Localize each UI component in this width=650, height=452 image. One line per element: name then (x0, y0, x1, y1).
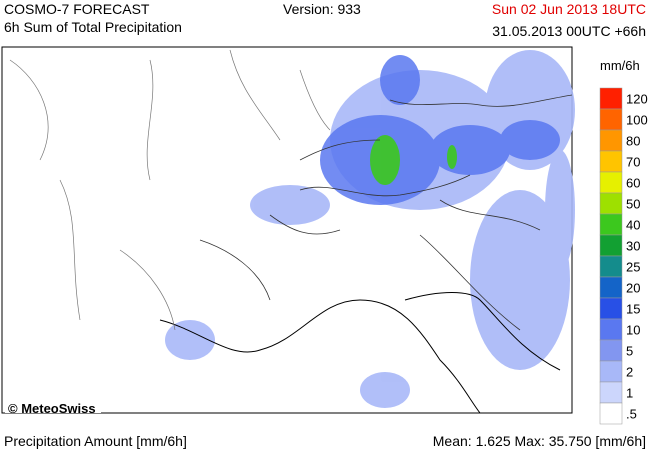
legend-swatch (599, 339, 623, 362)
run-time: 31.05.2013 00UTC +66h (492, 23, 646, 39)
legend-swatch (599, 192, 623, 215)
legend-swatch (599, 234, 623, 257)
coastline (159, 292, 561, 414)
copyright: © MeteoSwiss (8, 401, 96, 416)
legend-label: 70 (626, 155, 640, 170)
legend-label: 30 (626, 239, 640, 254)
country-border (199, 94, 573, 331)
map: © MeteoSwiss (1, 46, 575, 416)
legend-label: 5 (626, 344, 633, 359)
precip-heavy (370, 135, 457, 185)
legend-swatch (599, 129, 623, 152)
legend-label: 15 (626, 302, 640, 317)
legend-swatch (599, 213, 623, 236)
legend-swatch (599, 276, 623, 299)
title: COSMO-7 FORECAST (4, 1, 150, 17)
legend-swatch (599, 318, 623, 341)
legend-swatch (599, 381, 623, 404)
legend-label: 25 (626, 260, 640, 275)
legend-unit: mm/6h (600, 58, 640, 73)
legend-swatch (599, 360, 623, 383)
footer-left: Precipitation Amount [mm/6h] (4, 433, 187, 449)
copyright-bg (5, 400, 101, 413)
legend-label: 1 (626, 386, 633, 401)
subtitle: 6h Sum of Total Precipitation (4, 19, 182, 35)
legend-swatch (599, 150, 623, 173)
footer-right: Mean: 1.625 Max: 35.750 [mm/6h] (433, 433, 646, 449)
legend-label: 40 (626, 218, 640, 233)
legend-swatch (599, 297, 623, 320)
legend-swatch (599, 171, 623, 194)
legend-label: 120 (626, 92, 648, 107)
valid-time: Sun 02 Jun 2013 18UTC (492, 1, 646, 17)
river (9, 49, 331, 331)
legend-swatch (599, 402, 623, 425)
legend-label: 80 (626, 134, 640, 149)
legend-swatch (599, 87, 623, 110)
version: Version: 933 (283, 1, 361, 17)
legend-label: 10 (626, 323, 640, 338)
legend-label: 60 (626, 176, 640, 191)
legend-swatch (599, 108, 623, 131)
legend-label: 50 (626, 197, 640, 212)
legend-label: 2 (626, 365, 633, 380)
legend-label: 100 (626, 113, 648, 128)
legend: 120 100 80 70 60 50 40 30 25 20 15 10 5 2 1 .5 (599, 87, 648, 425)
legend-label: 20 (626, 281, 640, 296)
legend-swatch (599, 255, 623, 278)
legend-label: .5 (626, 407, 637, 422)
